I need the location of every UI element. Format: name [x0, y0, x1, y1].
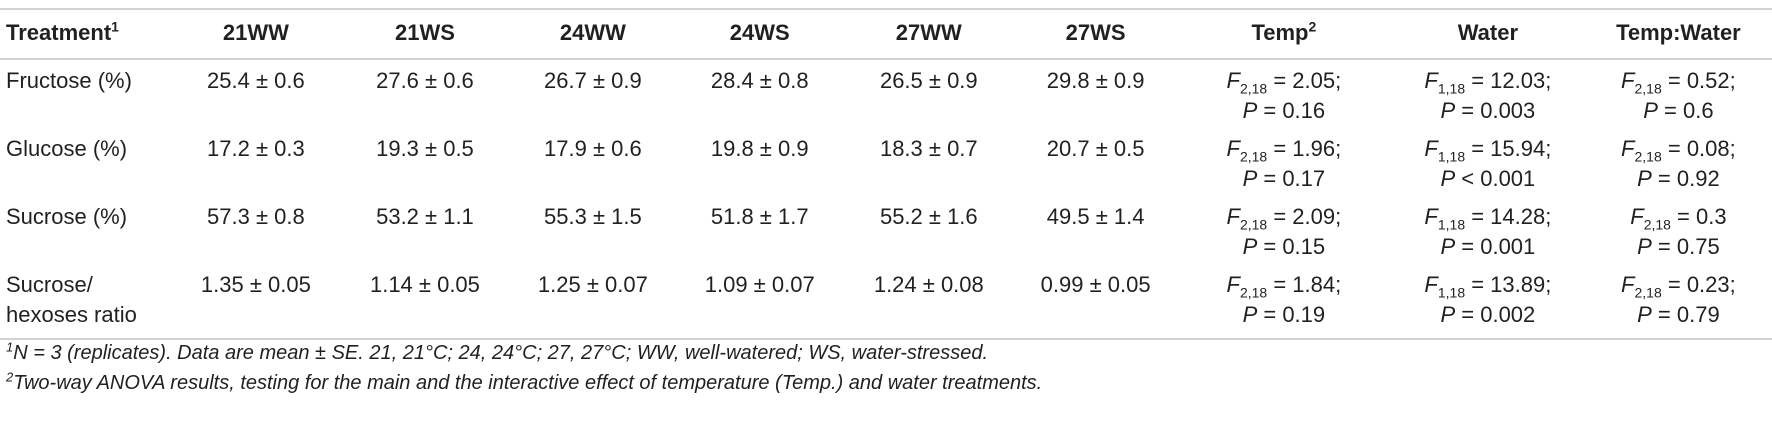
header-temp: Temp2 [1176, 8, 1391, 60]
table-footnotes: 1N = 3 (replicates). Data are mean ± SE.… [6, 338, 1042, 398]
header-24ww: 24WW [509, 8, 677, 60]
cell-water-stat: F1,18 = 13.89; P = 0.002 [1390, 266, 1585, 340]
cell-21ww: 1.35 ± 0.05 [171, 266, 341, 340]
cell-24ws: 28.4 ± 0.8 [710, 68, 809, 93]
cell-27ws: 20.7 ± 0.5 [1046, 136, 1145, 161]
cell-temp-stat: F2,18 = 2.05; P = 0.16 [1226, 68, 1342, 123]
cell-24ws: 51.8 ± 1.7 [710, 204, 809, 229]
results-table: Treatment1 21WW 21WS 24WW 24WS 27WW 27WS… [0, 8, 1772, 340]
cell-27ww: 55.2 ± 1.6 [879, 204, 978, 229]
cell-21ws: 1.14 ± 0.05 [340, 266, 510, 340]
table-row: Fructose (%) 25.4 ± 0.6 27.6 ± 0.6 26.7 … [0, 59, 1772, 130]
row-label: Sucrose/hexoses ratio [0, 266, 172, 340]
cell-24ww: 1.25 ± 0.07 [509, 266, 677, 340]
header-row: Treatment1 21WW 21WS 24WW 24WS 27WW 27WS… [0, 8, 1772, 60]
cell-water-stat: F1,18 = 14.28; P = 0.001 [1424, 204, 1552, 259]
cell-27ww: 26.5 ± 0.9 [879, 68, 978, 93]
cell-24ws: 19.8 ± 0.9 [710, 136, 809, 161]
header-21ww: 21WW [171, 8, 341, 60]
footnote-2: 2Two-way ANOVA results, testing for the … [6, 369, 1043, 394]
cell-temp-stat: F2,18 = 1.84; P = 0.19 [1176, 266, 1391, 340]
row-label: Glucose (%) [6, 136, 128, 161]
cell-24ww: 17.9 ± 0.6 [544, 136, 642, 161]
cell-temp-stat: F2,18 = 2.09; P = 0.15 [1226, 204, 1342, 259]
cell-24ws: 1.09 ± 0.07 [676, 266, 844, 340]
cell-21ww: 17.2 ± 0.3 [207, 136, 305, 161]
cell-temp-water-stat: F2,18 = 0.08; P = 0.92 [1621, 136, 1736, 191]
header-temp-water: Temp:Water [1584, 8, 1772, 60]
header-21ws: 21WS [340, 8, 510, 60]
cell-27ww: 18.3 ± 0.7 [879, 136, 978, 161]
cell-21ww: 57.3 ± 0.8 [207, 204, 305, 229]
cell-24ww: 55.3 ± 1.5 [544, 204, 642, 229]
row-label: Fructose (%) [6, 68, 132, 93]
header-24ws: 24WS [676, 8, 844, 60]
cell-27ws: 0.99 ± 0.05 [1014, 266, 1177, 340]
cell-21ws: 19.3 ± 0.5 [376, 136, 474, 161]
cell-water-stat: F1,18 = 15.94; P < 0.001 [1424, 136, 1552, 191]
table-row: Sucrose/hexoses ratio 1.35 ± 0.05 1.14 ±… [0, 266, 1772, 340]
cell-temp-water-stat: F2,18 = 0.3 P = 0.75 [1630, 204, 1727, 259]
cell-temp-stat: F2,18 = 1.96; P = 0.17 [1226, 136, 1342, 191]
header-water: Water [1390, 8, 1585, 60]
row-label: Sucrose (%) [6, 204, 128, 229]
cell-21ww: 25.4 ± 0.6 [207, 68, 305, 93]
table-row: Sucrose (%) 57.3 ± 0.8 53.2 ± 1.1 55.3 ±… [0, 198, 1772, 266]
cell-21ws: 53.2 ± 1.1 [376, 204, 474, 229]
cell-24ww: 26.7 ± 0.9 [544, 68, 642, 93]
header-27ws: 27WS [1014, 8, 1177, 60]
cell-temp-water-stat: F2,18 = 0.23; P = 0.79 [1584, 266, 1772, 340]
header-27ww: 27WW [843, 8, 1015, 60]
cell-temp-water-stat: F2,18 = 0.52; P = 0.6 [1621, 68, 1736, 123]
cell-21ws: 27.6 ± 0.6 [376, 68, 474, 93]
header-treatment: Treatment1 [0, 8, 172, 60]
cell-water-stat: F1,18 = 12.03; P = 0.003 [1424, 68, 1552, 123]
cell-27ww: 1.24 ± 0.08 [843, 266, 1015, 340]
cell-27ws: 49.5 ± 1.4 [1046, 204, 1145, 229]
cell-27ws: 29.8 ± 0.9 [1046, 68, 1145, 93]
footnote-1: 1N = 3 (replicates). Data are mean ± SE.… [6, 339, 989, 364]
table-row: Glucose (%) 17.2 ± 0.3 19.3 ± 0.5 17.9 ±… [0, 130, 1772, 198]
